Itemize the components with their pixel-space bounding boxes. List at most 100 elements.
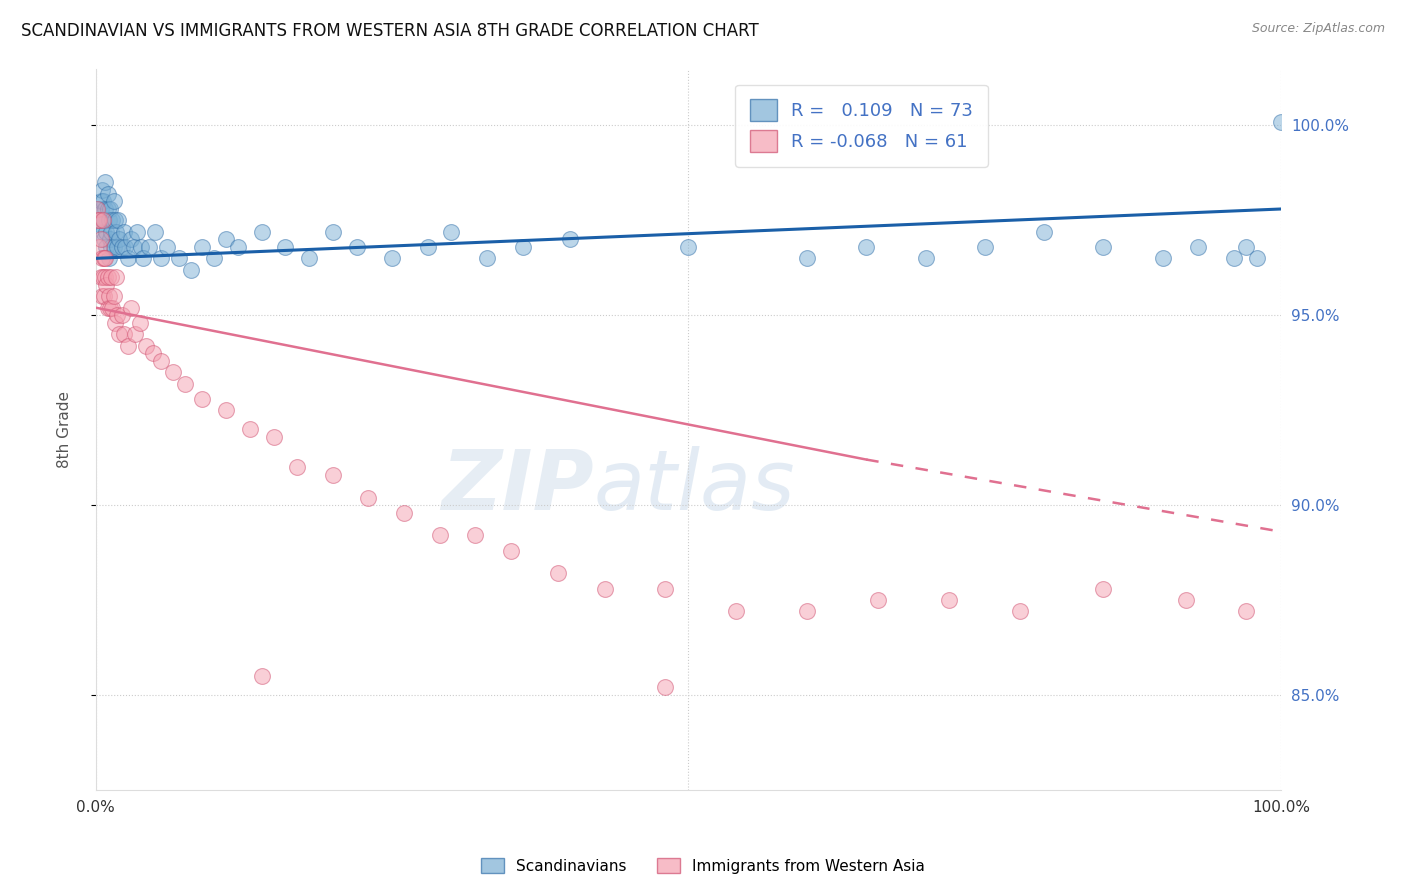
Point <box>127 225 149 239</box>
Point <box>124 327 146 342</box>
Point <box>322 225 344 239</box>
Point <box>595 582 617 596</box>
Point <box>239 422 262 436</box>
Point <box>215 403 238 417</box>
Point <box>274 240 297 254</box>
Point <box>111 308 134 322</box>
Point <box>1270 114 1292 128</box>
Point <box>86 202 108 216</box>
Point <box>149 354 172 368</box>
Point <box>97 202 120 216</box>
Point <box>104 270 127 285</box>
Legend: R =   0.109   N = 73, R = -0.068   N = 61: R = 0.109 N = 73, R = -0.068 N = 61 <box>735 85 987 167</box>
Point <box>96 240 118 254</box>
Point <box>132 252 155 266</box>
Point <box>104 316 127 330</box>
Point <box>90 252 112 266</box>
Point <box>346 240 368 254</box>
Point <box>96 277 118 292</box>
Point <box>868 593 890 607</box>
Point <box>91 213 114 227</box>
Point <box>1222 252 1244 266</box>
Text: Source: ZipAtlas.com: Source: ZipAtlas.com <box>1251 22 1385 36</box>
Point <box>104 213 127 227</box>
Point <box>91 194 114 209</box>
Point <box>285 460 308 475</box>
Legend: Scandinavians, Immigrants from Western Asia: Scandinavians, Immigrants from Western A… <box>475 852 931 880</box>
Point <box>107 213 129 227</box>
Point <box>250 669 273 683</box>
Point <box>1234 604 1257 618</box>
Text: SCANDINAVIAN VS IMMIGRANTS FROM WESTERN ASIA 8TH GRADE CORRELATION CHART: SCANDINAVIAN VS IMMIGRANTS FROM WESTERN … <box>21 22 759 40</box>
Point <box>558 232 581 246</box>
Point <box>654 582 676 596</box>
Point <box>90 183 112 197</box>
Point <box>97 252 120 266</box>
Y-axis label: 8th Grade: 8th Grade <box>58 391 72 467</box>
Point <box>93 213 115 227</box>
Point <box>98 232 121 246</box>
Point <box>90 194 112 209</box>
Point <box>94 252 117 266</box>
Point <box>1246 252 1268 266</box>
Point <box>103 194 125 209</box>
Point <box>724 604 747 618</box>
Point <box>93 232 115 246</box>
Point <box>298 252 321 266</box>
Point <box>96 225 118 239</box>
Point <box>149 252 172 266</box>
Point <box>135 339 157 353</box>
Point <box>1234 240 1257 254</box>
Point <box>91 225 114 239</box>
Point <box>98 301 121 315</box>
Point <box>94 270 117 285</box>
Point <box>97 301 120 315</box>
Point <box>357 491 380 505</box>
Point <box>97 186 120 201</box>
Point <box>215 232 238 246</box>
Point <box>1152 252 1174 266</box>
Point <box>512 240 534 254</box>
Point <box>100 225 122 239</box>
Point <box>90 232 112 246</box>
Point <box>101 301 124 315</box>
Point <box>94 175 117 189</box>
Point <box>100 240 122 254</box>
Point <box>167 252 190 266</box>
Point <box>90 289 112 303</box>
Point <box>202 252 225 266</box>
Point <box>117 339 139 353</box>
Point <box>1175 593 1198 607</box>
Point <box>105 308 128 322</box>
Point <box>180 262 202 277</box>
Point <box>429 528 451 542</box>
Point <box>973 240 995 254</box>
Point <box>112 327 135 342</box>
Point <box>97 270 120 285</box>
Point <box>1010 604 1032 618</box>
Point <box>914 252 936 266</box>
Point <box>87 202 110 216</box>
Point <box>547 566 569 581</box>
Point <box>112 225 135 239</box>
Point <box>111 240 134 254</box>
Point <box>1033 225 1056 239</box>
Point <box>98 202 121 216</box>
Point <box>475 252 498 266</box>
Point <box>143 225 166 239</box>
Point <box>105 240 128 254</box>
Point <box>87 213 110 227</box>
Point <box>392 506 415 520</box>
Point <box>263 430 285 444</box>
Point <box>440 225 463 239</box>
Text: atlas: atlas <box>593 446 796 527</box>
Point <box>108 327 131 342</box>
Point <box>416 240 439 254</box>
Point <box>129 240 152 254</box>
Point <box>89 213 111 227</box>
Point <box>90 213 112 227</box>
Point <box>114 240 136 254</box>
Point <box>93 252 115 266</box>
Point <box>678 240 700 254</box>
Point <box>499 543 522 558</box>
